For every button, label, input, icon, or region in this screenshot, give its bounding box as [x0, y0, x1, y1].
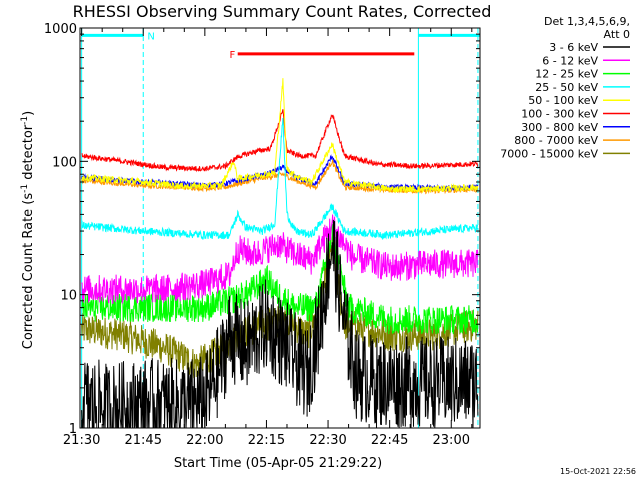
series-line-3	[81, 223, 479, 335]
x-tick-label-22:15: 22:15	[248, 433, 285, 448]
x-tick-label-22:45: 22:45	[371, 433, 408, 448]
y-axis-label-part2: detector	[21, 124, 36, 184]
plot-border	[79, 27, 481, 429]
x-tick-label-21:45: 21:45	[125, 433, 162, 448]
x-tick-label-23:00: 23:00	[433, 433, 470, 448]
axis-ticks: 21:30 21:45 22:00 22:15 22:30 22:45 23:00 1 10 10…	[44, 22, 480, 448]
y-axis-label-part1: Corrected Count Rate (s	[21, 193, 36, 350]
y-axis-label-sup1: -1	[20, 184, 30, 193]
legend-label-6: 100 - 300 keV	[521, 108, 598, 121]
x-tick-label-22:00: 22:00	[186, 433, 223, 448]
flag-n-label: N	[147, 31, 154, 42]
series-line-5	[81, 78, 479, 194]
series-line-2	[81, 214, 479, 304]
x-tick-label-21:30: 21:30	[63, 433, 100, 448]
plot-area: NF	[81, 28, 480, 428]
x-axis-label: Start Time (05-Apr-05 21:29:22)	[174, 456, 382, 471]
chart-title: RHESSI Observing Summary Count Rates, Co…	[73, 2, 492, 21]
y-axis-label-sup2: -1	[20, 116, 30, 125]
y-tick-label-10: 10	[60, 289, 77, 304]
detector-label: Det 1,3,4,5,6,9,	[544, 15, 630, 28]
legend-label-5: 50 - 100 keV	[528, 94, 598, 107]
flag-f-label: F	[229, 50, 235, 61]
y-axis-label-part3: )	[21, 111, 36, 116]
timestamp: 15-Oct-2021 22:56	[560, 467, 636, 476]
y-tick-label-100: 100	[52, 155, 77, 170]
legend-label-8: 800 - 7000 keV	[514, 134, 598, 147]
y-tick-label-1: 1	[69, 422, 77, 437]
plot-frame	[79, 27, 481, 429]
legend-label-9: 7000 - 15000 keV	[500, 147, 598, 160]
attenuator-label: Att 0	[604, 28, 630, 41]
y-axis-label: Corrected Count Rate (s-1 detector-1)	[20, 111, 36, 349]
y-tick-label-1000: 1000	[44, 22, 77, 37]
legend-label-3: 12 - 25 keV	[535, 68, 598, 81]
legend-label-7: 300 - 800 keV	[521, 121, 598, 134]
series-line-1	[81, 219, 479, 428]
legend-label-2: 6 - 12 keV	[542, 54, 598, 67]
series-line-4	[81, 117, 479, 241]
legend-label-1: 3 - 6 keV	[549, 41, 598, 54]
legend-label-4: 25 - 50 keV	[535, 81, 598, 94]
x-tick-label-22:30: 22:30	[309, 433, 346, 448]
